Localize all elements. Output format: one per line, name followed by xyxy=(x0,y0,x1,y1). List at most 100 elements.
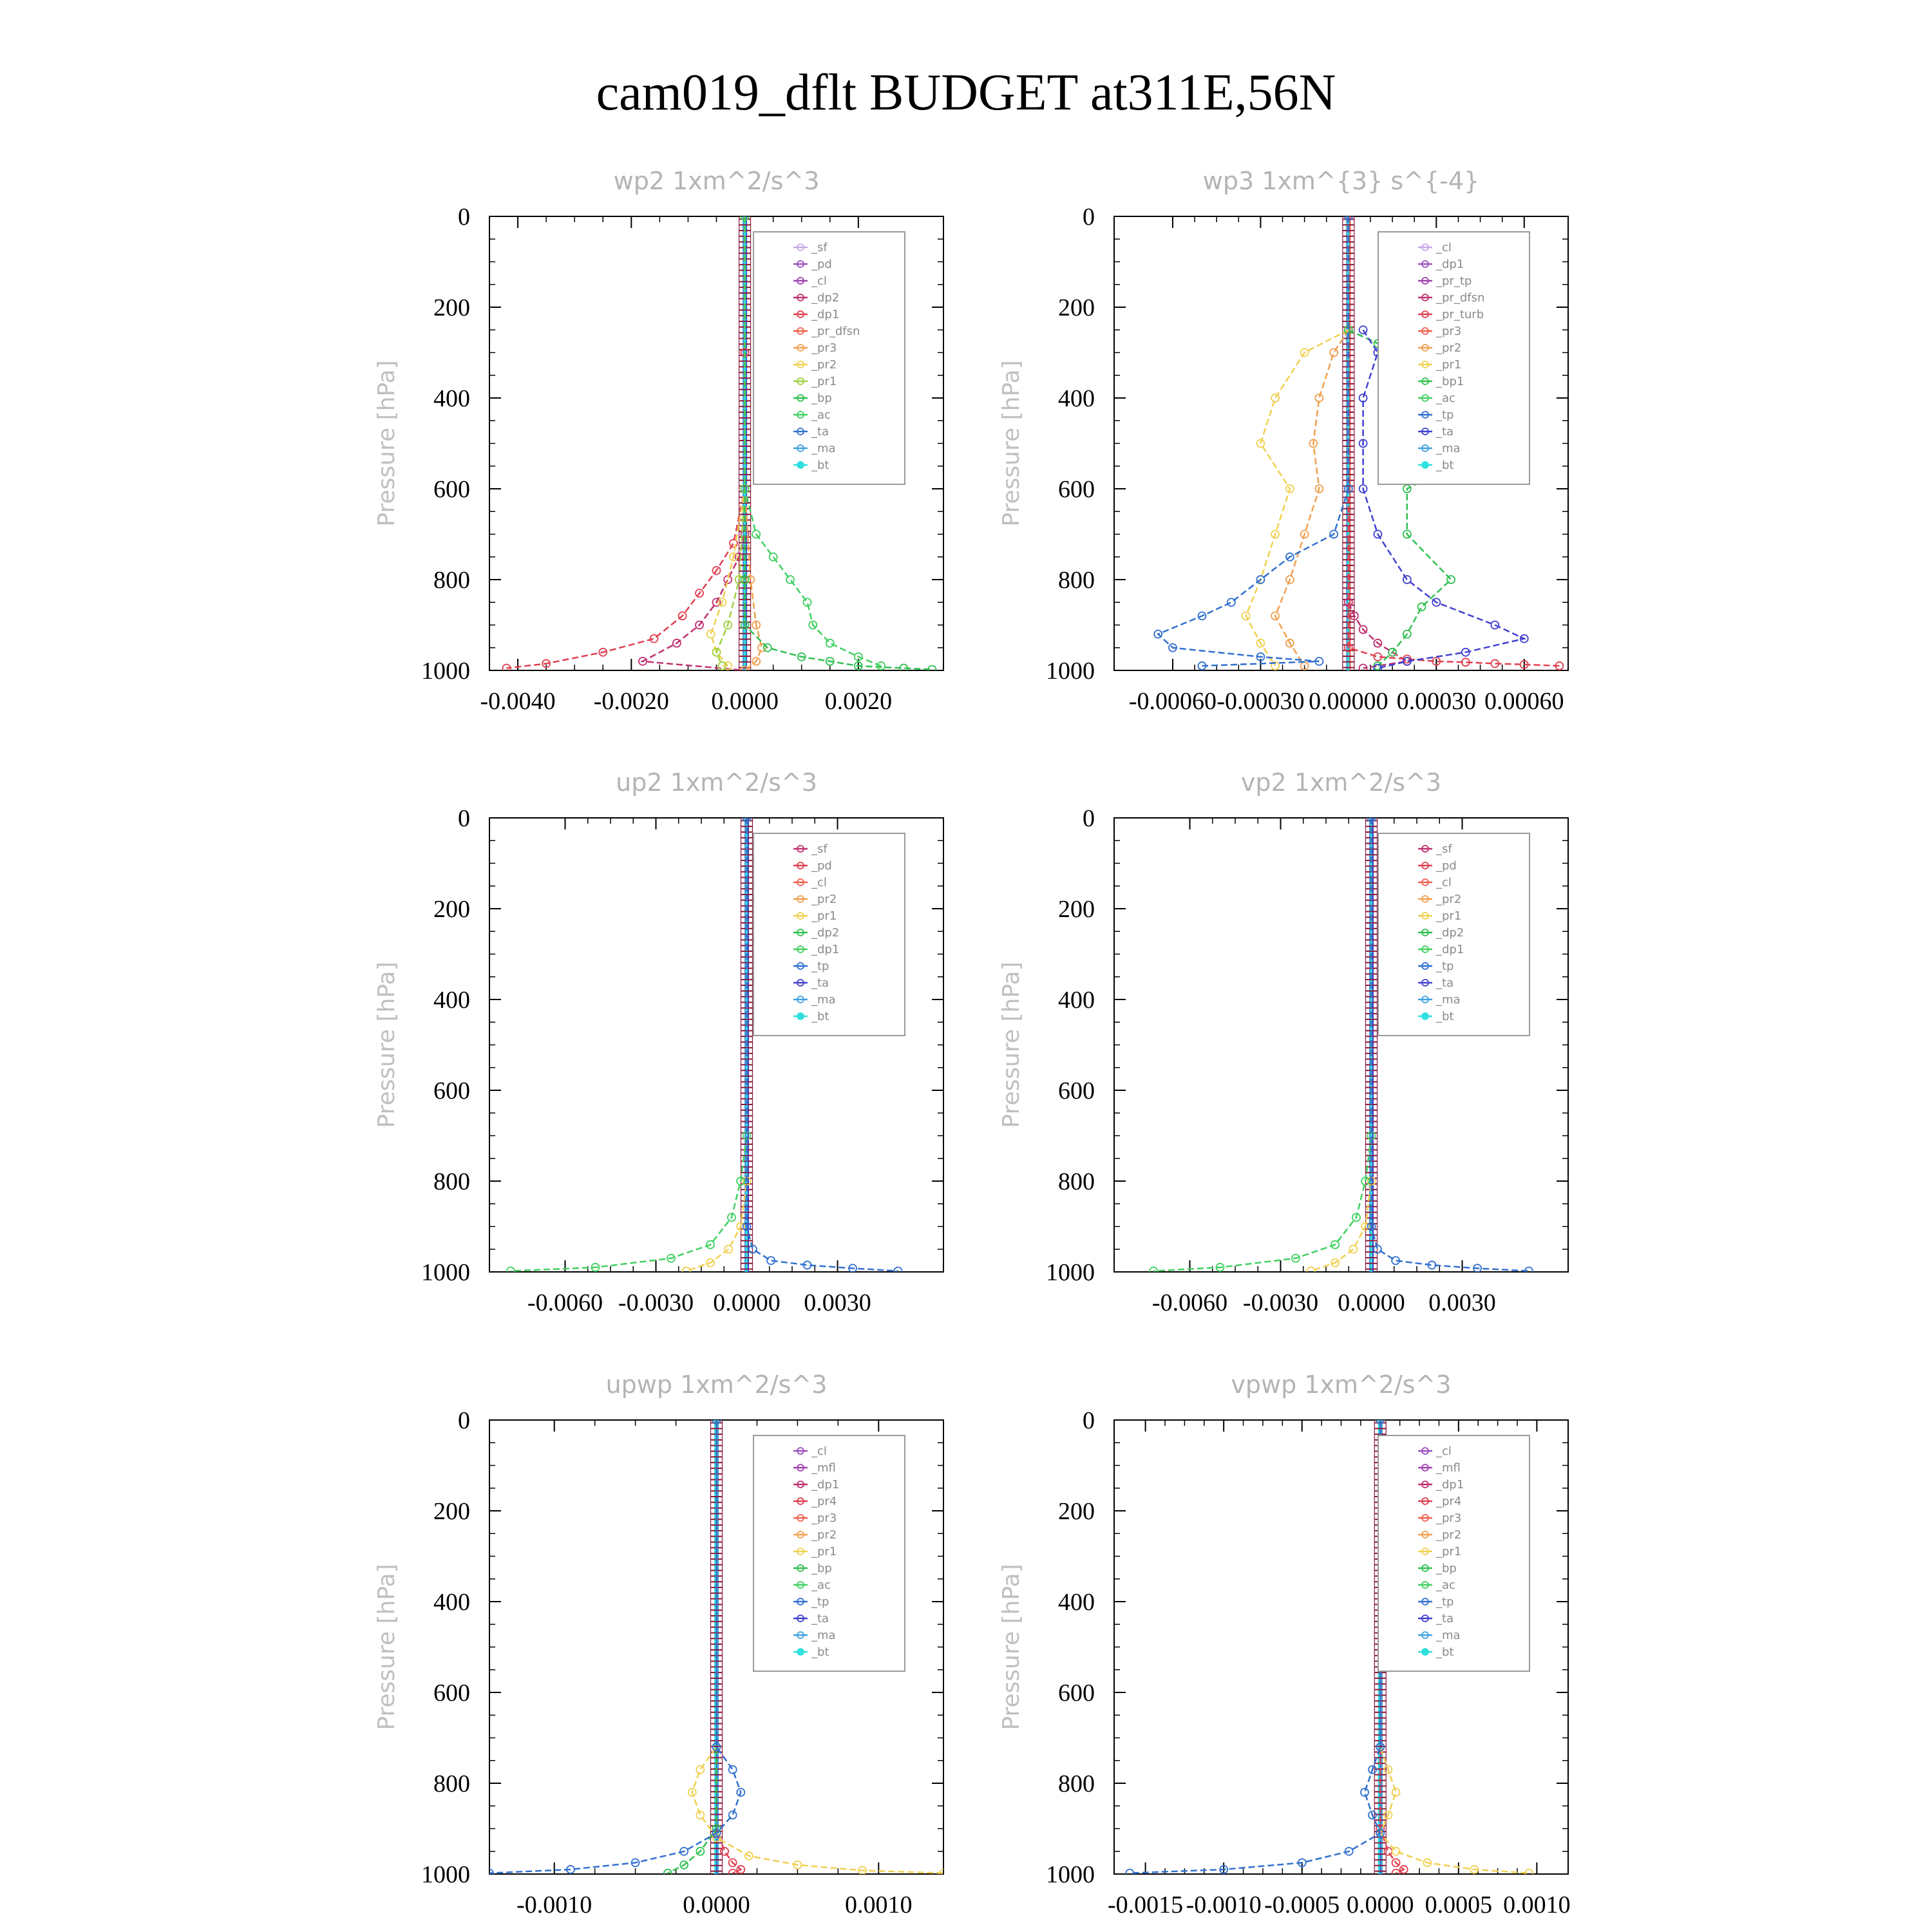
y-tick-label: 1000 xyxy=(421,1861,470,1888)
y-axis-label: Pressure [hPa] xyxy=(374,360,400,526)
legend-entry: _cl xyxy=(811,274,827,288)
legend-entry: _ta xyxy=(811,1612,829,1625)
series-point-pr4 xyxy=(736,1865,746,1874)
series-point-pr_dfsn xyxy=(1350,611,1359,621)
legend-marker xyxy=(1421,945,1429,953)
legend-entry: _pr_dfsn xyxy=(1435,291,1484,305)
series-point-ta xyxy=(1358,325,1368,335)
y-tick-label: 0 xyxy=(458,1407,470,1434)
legend-marker xyxy=(797,1564,804,1572)
series-point-pr1 xyxy=(681,1266,691,1272)
series-point-pr1 xyxy=(1271,529,1280,539)
series-point-tp xyxy=(1125,1868,1135,1874)
legend-entry: _mfl xyxy=(811,1461,836,1475)
series-point-tp xyxy=(712,1742,721,1752)
legend-entry: _pr1 xyxy=(811,1545,837,1558)
series-point-tp xyxy=(1153,629,1163,639)
series-point-ta xyxy=(1373,663,1383,670)
legend-entry: _ac xyxy=(811,408,831,422)
legend-marker xyxy=(1421,411,1429,419)
x-tick-label: 0.00060 xyxy=(1484,688,1564,715)
legend-entry: _cl xyxy=(1435,1444,1452,1458)
legend-marker xyxy=(797,428,804,435)
plot-area xyxy=(489,1420,943,1874)
zero-marker xyxy=(1374,1848,1387,1855)
series-point-ta xyxy=(1461,647,1470,657)
series-point-pr_turb xyxy=(1402,654,1412,664)
x-tick-label: -0.0030 xyxy=(618,1289,694,1316)
series-point-pr1 xyxy=(717,661,727,670)
panel-wp2: wp2 1xm^2/s^3 Pressure [hPa] 0 200 400 600 800… xyxy=(374,167,944,715)
series-point-pr1 xyxy=(1331,1258,1340,1267)
legend-marker xyxy=(797,444,804,452)
legend-marker xyxy=(1421,1648,1429,1656)
y-tick-label: 200 xyxy=(1058,294,1095,321)
y-tick-label: 600 xyxy=(433,1077,470,1104)
series-point-ta xyxy=(1402,575,1412,584)
series-line-ta xyxy=(1362,329,1527,669)
legend-entry: _dp1 xyxy=(811,308,839,321)
x-tick-label: 0.0000 xyxy=(1338,1289,1405,1316)
series-point-pr1 xyxy=(1241,611,1251,621)
y-tick-label: 400 xyxy=(433,987,470,1014)
x-tick-label: -0.00060 xyxy=(1129,688,1217,715)
zero-marker xyxy=(1365,1257,1378,1264)
legend-entry: _pr4 xyxy=(1435,1495,1461,1508)
legend-marker xyxy=(797,394,804,402)
legend-entry: _tp xyxy=(811,1595,829,1609)
legend-marker xyxy=(1421,1012,1429,1020)
legend-entry: _cl xyxy=(811,1444,827,1458)
legend-marker xyxy=(1421,260,1429,268)
legend-marker xyxy=(797,1648,804,1656)
series-point-ta xyxy=(1358,393,1368,402)
series-line-tp xyxy=(746,818,898,1272)
series-point-dp1 xyxy=(1331,1240,1340,1249)
series-point-pr3 xyxy=(757,643,766,652)
legend-marker xyxy=(1421,962,1429,970)
y-tick-label: 600 xyxy=(433,1680,470,1707)
series-point-dp2 xyxy=(638,657,647,666)
series-line-dp1 xyxy=(506,216,746,669)
legend-entry: _bt xyxy=(811,1645,829,1659)
legend xyxy=(753,833,905,1036)
y-tick-label: 600 xyxy=(433,476,470,503)
series-point-ac xyxy=(740,484,750,493)
x-tick-label: 0.0000 xyxy=(711,688,779,715)
series-point-pr_turb xyxy=(1461,658,1470,667)
legend-entry: _dp2 xyxy=(811,291,839,305)
legend-marker xyxy=(797,243,804,251)
legend-entry: _ma xyxy=(811,993,836,1007)
legend-marker xyxy=(1421,444,1429,452)
series-point-pr1 xyxy=(736,1222,745,1231)
zero-marker xyxy=(740,1240,753,1247)
x-tick-label: 0.0000 xyxy=(1347,1891,1414,1918)
legend-marker xyxy=(1421,1481,1429,1488)
series-point-pr3 xyxy=(740,666,750,670)
series-point-pr_dfsn xyxy=(1358,625,1368,634)
legend-entry: _ma xyxy=(811,442,836,455)
series-line-pr1 xyxy=(691,1420,943,1874)
series-point-tp xyxy=(736,1788,746,1797)
legend-entry: _pr_dfsn xyxy=(811,325,860,338)
zero-marker xyxy=(1374,1859,1387,1866)
series-line-tp xyxy=(1156,216,1350,667)
legend-entry: _dp1 xyxy=(1435,943,1464,956)
zero-marker xyxy=(740,1235,753,1241)
series-point-pr1 xyxy=(724,1244,734,1254)
series-point-pr_dfsn xyxy=(1373,638,1383,648)
y-tick-label: 0 xyxy=(458,805,470,832)
legend-marker xyxy=(797,377,804,385)
legend-marker xyxy=(1421,344,1429,352)
x-tick-label: -0.0010 xyxy=(1186,1891,1262,1918)
legend-marker xyxy=(1421,361,1429,368)
legend-entry: _ac xyxy=(1435,392,1455,405)
legend-entry: _dp1 xyxy=(811,943,839,956)
figure-title: cam019_dflt BUDGET at311E,56N xyxy=(596,64,1336,121)
legend-marker xyxy=(797,1012,804,1020)
series-point-ac xyxy=(808,620,818,630)
legend-marker xyxy=(797,1497,804,1505)
series-line-pr2 xyxy=(1274,329,1349,667)
x-tick-label: 0.0020 xyxy=(825,688,893,715)
series-point-pr1 xyxy=(1256,638,1265,648)
